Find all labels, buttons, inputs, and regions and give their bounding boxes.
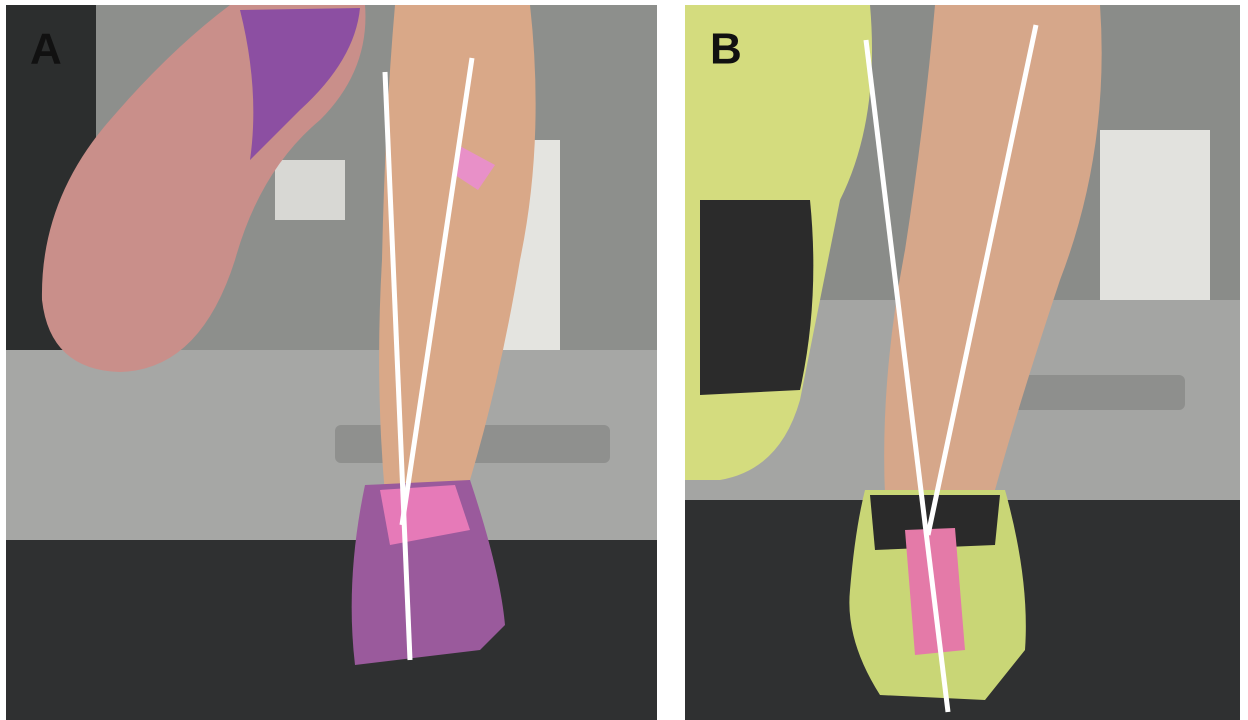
leg (884, 5, 1102, 495)
panel-b: B (685, 5, 1240, 720)
shoe-collar (870, 495, 1000, 550)
calf-line (925, 24, 1039, 536)
leg (379, 5, 536, 495)
tibia-line (863, 39, 951, 713)
tibia-line (382, 71, 413, 661)
panel-label: A (30, 25, 62, 74)
calf-line (399, 57, 475, 526)
console-slot (1000, 375, 1185, 410)
treadmill-belt (6, 540, 657, 720)
shoe-upper (240, 8, 360, 160)
panel-a: A (6, 5, 657, 720)
panel-label: B (710, 25, 742, 74)
outlet (275, 160, 345, 220)
other-shoe-dark (700, 200, 814, 395)
wall-panel (1100, 130, 1210, 310)
marker (455, 145, 495, 190)
